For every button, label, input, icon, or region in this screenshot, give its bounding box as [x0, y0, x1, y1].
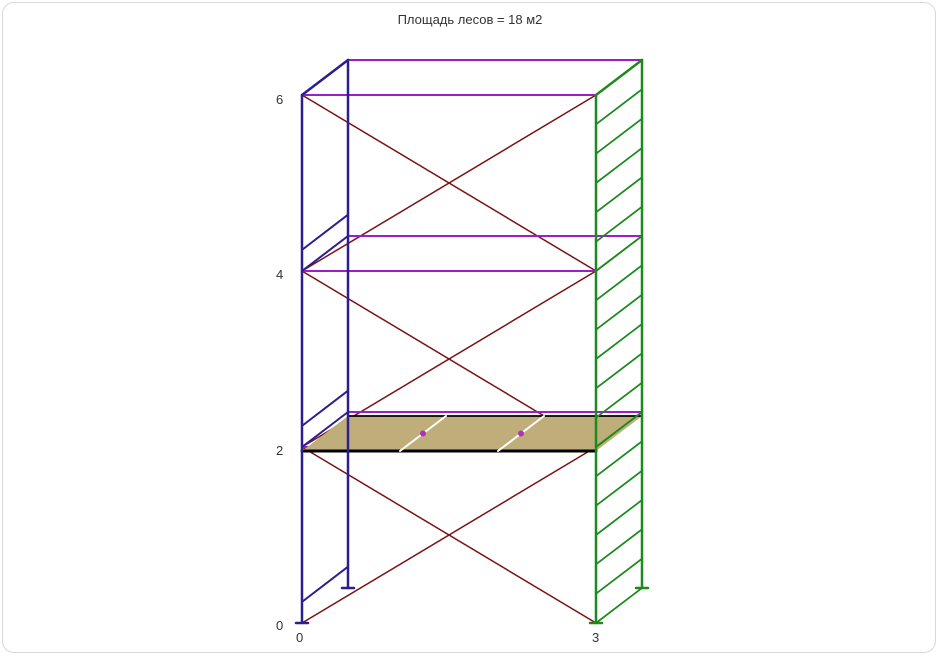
x-axis-label: 3: [592, 630, 599, 645]
y-axis-label: 0: [276, 618, 283, 633]
x-axis-label: 0: [296, 630, 303, 645]
y-axis-label: 6: [276, 92, 283, 107]
y-axis-label: 4: [276, 267, 283, 282]
scaffold-diagram: [0, 0, 940, 657]
y-axis-label: 2: [276, 443, 283, 458]
